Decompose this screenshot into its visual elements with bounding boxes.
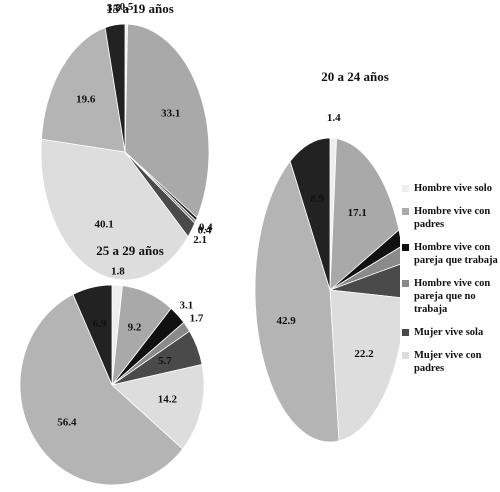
- legend-item: Mujer vive con padres: [402, 349, 498, 375]
- data-label: 14.2: [158, 394, 178, 406]
- pie-slice: [111, 364, 205, 450]
- pie-slice: [329, 289, 400, 442]
- data-label: 3.1: [179, 300, 193, 312]
- data-label: 9.2: [128, 322, 142, 334]
- pie-slice: [124, 23, 210, 219]
- legend-swatch: [402, 329, 409, 336]
- legend-label: Hombre vive con padres: [414, 206, 491, 230]
- pie-slice: [329, 138, 400, 291]
- pie-slice: [289, 137, 331, 291]
- legend-swatch: [402, 352, 409, 359]
- legend-item: Hombre vive con padres: [402, 205, 498, 231]
- legend-swatch: [402, 280, 409, 287]
- legend-label: Hombre vive con pareja que trabaja: [414, 242, 498, 266]
- legend-item: Hombre vive solo: [402, 182, 498, 195]
- pie-slice: [19, 293, 184, 486]
- chart-title: 15 a 19 años: [106, 1, 174, 16]
- data-label: 1.4: [327, 112, 341, 124]
- pie-slice: [329, 229, 400, 291]
- data-label: 1.7: [190, 313, 204, 325]
- data-label: 0.4: [199, 221, 213, 233]
- data-label: 5.7: [158, 355, 172, 367]
- chart-title: 20 a 24 años: [321, 69, 389, 84]
- data-label: 0.4: [198, 225, 212, 237]
- legend-item: Mujer vive sola: [402, 326, 498, 339]
- pie-slice: [329, 246, 400, 291]
- data-label: 33.1: [161, 108, 180, 120]
- legend-swatch: [402, 244, 409, 251]
- data-label: 17.1: [348, 207, 367, 219]
- legend-item: Hombre vive con pareja que no trabaja: [402, 277, 498, 316]
- pie-slice: [329, 263, 400, 299]
- data-label: 1.8: [111, 266, 125, 278]
- pie-slice: [72, 284, 113, 386]
- chart-title: 25 a 29 años: [96, 243, 164, 258]
- legend-item: Hombre vive con pareja que trabaja: [402, 241, 498, 267]
- data-label: 8.9: [310, 193, 324, 205]
- data-label: 2.1: [193, 234, 207, 246]
- data-label: 6.9: [93, 318, 107, 330]
- data-label: 40.1: [95, 218, 114, 230]
- pie-slice: [104, 23, 126, 153]
- legend: Hombre vive solo Hombre vive con padres Ho…: [402, 182, 498, 385]
- pie-slice: [40, 138, 189, 281]
- legend-label: Mujer vive con padres: [414, 350, 482, 374]
- legend-label: Mujer vive sola: [414, 327, 484, 338]
- data-label: 0.5: [120, 1, 134, 13]
- pie-slice: [254, 160, 340, 443]
- data-label: 19.6: [76, 93, 96, 105]
- legend-label: Hombre vive solo: [414, 183, 492, 194]
- data-label: 42.9: [277, 315, 297, 327]
- legend-swatch: [402, 208, 409, 215]
- legend-label: Hombre vive con pareja que no trabaja: [414, 278, 491, 315]
- data-label: 22.2: [354, 348, 374, 360]
- pie-slice: [41, 27, 126, 153]
- data-label: 3.8: [107, 2, 121, 14]
- legend-swatch: [402, 185, 409, 192]
- data-label: 56.4: [57, 416, 77, 428]
